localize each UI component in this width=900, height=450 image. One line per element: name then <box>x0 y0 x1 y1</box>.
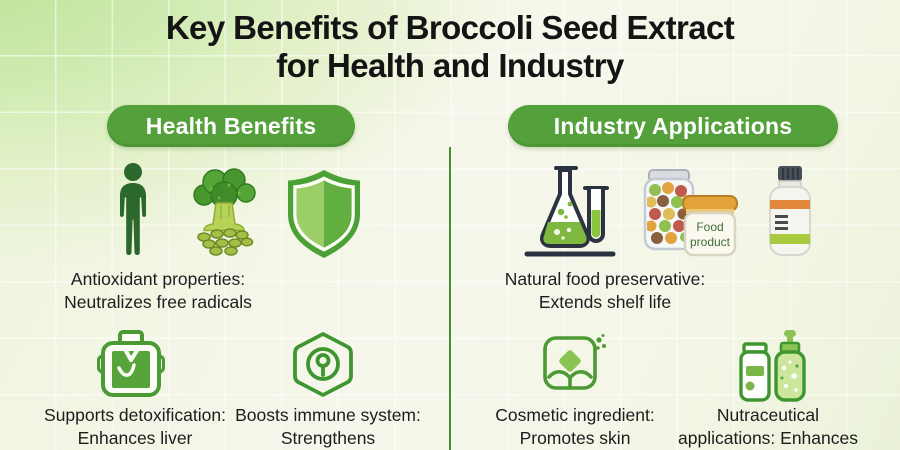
preservative-caption: Natural food preservative: Extends shelf… <box>488 268 722 314</box>
immune-caption-line2: Strengthens <box>280 427 376 448</box>
detox-bag-icon <box>97 330 165 402</box>
cosmetic-caption-line2: Promotes skin <box>519 427 631 448</box>
immune-caption: Boosts immune system: Strengthens <box>230 404 426 450</box>
health-benefits-header-label: Health Benefits <box>145 112 317 139</box>
nutraceutical-caption: Nutraceutical applications: Enhances <box>658 404 878 450</box>
cosmetic-caption: Cosmetic ingredient: Promotes skin <box>465 404 685 450</box>
antioxidant-caption-line1: Antioxidant properties: <box>70 269 246 289</box>
page-title-line1: Key Benefits of Broccoli Seed Extract <box>165 9 735 46</box>
nutraceutical-bottles-icon <box>738 328 808 404</box>
broccoli-seeds-icon <box>191 165 259 257</box>
immune-caption-line1: Boosts immune system: <box>235 405 421 425</box>
industry-applications-header-label: Industry Applications <box>553 112 793 139</box>
column-divider <box>449 147 451 450</box>
lab-flask-icon <box>523 162 617 260</box>
cosmetic-caption-line1: Cosmetic ingredient: <box>495 405 655 425</box>
person-icon <box>112 162 154 258</box>
preservative-caption-line2: Extends shelf life <box>538 291 672 312</box>
jar-label-line1: Food <box>696 220 723 234</box>
immune-badge-icon <box>288 331 358 401</box>
food-jars-icon: Food product <box>641 164 739 258</box>
detox-caption: Supports detoxification: Enhances liver <box>20 404 250 450</box>
jar-label-line2: product <box>690 235 731 249</box>
nutraceutical-caption-line1: Nutraceutical <box>716 405 820 425</box>
health-benefits-header: Health Benefits <box>107 105 355 147</box>
detox-caption-line1: Supports detoxification: <box>44 405 226 425</box>
industry-applications-header: Industry Applications <box>508 105 838 147</box>
antioxidant-caption-line2: Neutralizes free radicals <box>64 291 252 312</box>
cosmetic-icon <box>541 330 609 402</box>
shield-icon <box>284 168 364 260</box>
supplement-bottle-icon <box>766 164 814 258</box>
detox-caption-line2: Enhances liver <box>77 427 193 448</box>
antioxidant-caption: Antioxidant properties: Neutralizes free… <box>30 268 286 314</box>
preservative-caption-line1: Natural food preservative: <box>504 269 706 289</box>
page-title-line2: for Health and Industry <box>276 46 624 84</box>
page-title: Key Benefits of Broccoli Seed Extract fo… <box>0 9 900 85</box>
nutraceutical-caption-line2: applications: Enhances <box>678 427 858 448</box>
